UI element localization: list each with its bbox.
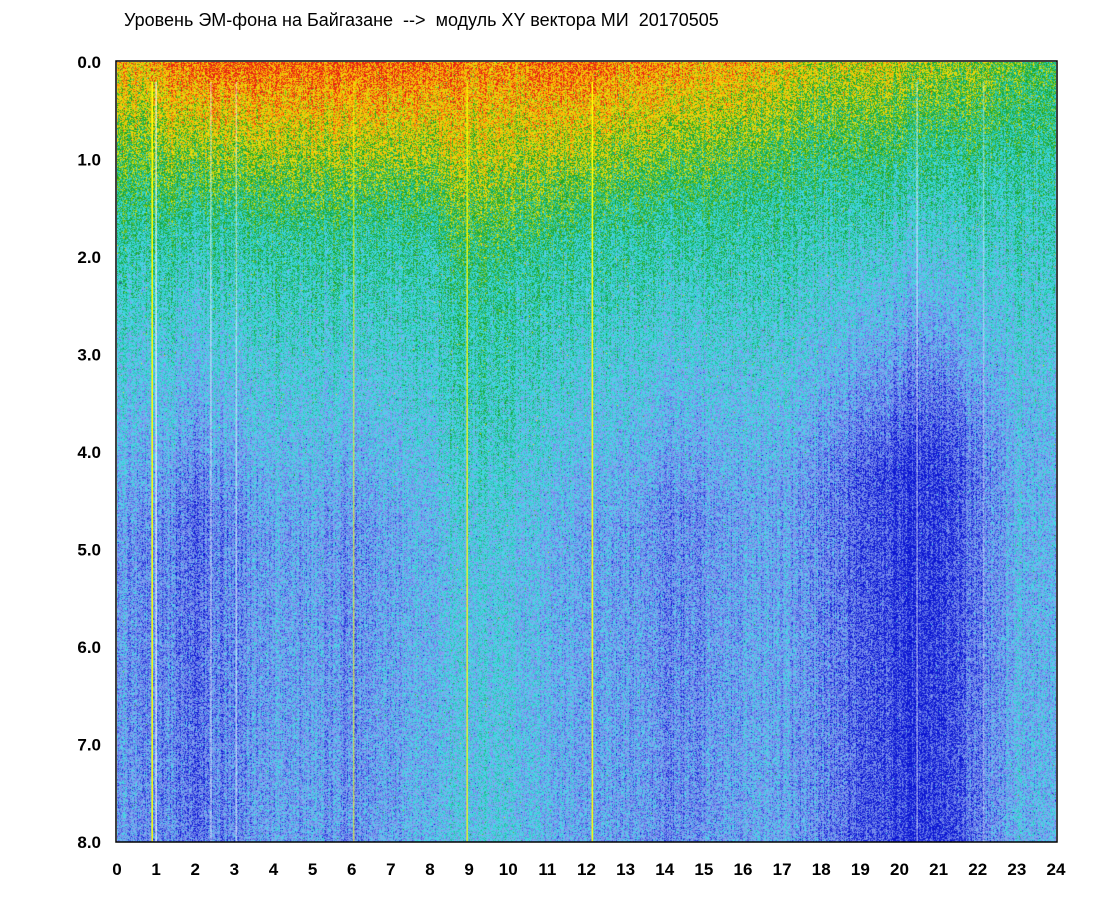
x-tick-label: 11 <box>538 860 556 879</box>
x-tick-label: 22 <box>968 860 987 879</box>
plot-frame <box>115 60 1058 843</box>
x-tick-label: 5 <box>308 860 317 879</box>
y-tick-label: 6.0 <box>77 638 101 657</box>
x-tick-label: 1 <box>151 860 160 879</box>
y-tick-label: 5.0 <box>77 541 101 560</box>
x-axis: 0 1 2 3 4 5 6 7 8 9 10 11 12 13 14 15 16 17 18 19 20 21 22 23 24 <box>112 860 1066 879</box>
chart-title: Уровень ЭМ-фона на Байгазане --> модуль … <box>124 10 719 30</box>
heatmap-raster <box>117 62 1056 842</box>
x-tick-label: 13 <box>616 860 635 879</box>
x-tick-label: 20 <box>890 860 909 879</box>
x-tick-label: 16 <box>734 860 753 879</box>
x-tick-label: 4 <box>269 860 279 879</box>
y-tick-label: 8.0 <box>77 833 101 852</box>
x-tick-label: 7 <box>386 860 395 879</box>
y-axis: 0.0 1.0 2.0 3.0 4.0 5.0 6.0 7.0 8.0 <box>77 53 101 852</box>
x-tick-label: 23 <box>1007 860 1026 879</box>
x-tick-label: 9 <box>464 860 473 879</box>
x-tick-label: 12 <box>577 860 596 879</box>
x-tick-label: 19 <box>851 860 870 879</box>
x-tick-label: 14 <box>655 860 674 879</box>
x-tick-label: 2 <box>191 860 200 879</box>
x-tick-label: 0 <box>112 860 121 879</box>
x-tick-label: 6 <box>347 860 356 879</box>
x-tick-label: 24 <box>1047 860 1066 879</box>
x-tick-label: 8 <box>425 860 434 879</box>
y-tick-label: 7.0 <box>77 736 101 755</box>
x-tick-label: 3 <box>230 860 239 879</box>
x-tick-label: 15 <box>694 860 713 879</box>
y-tick-label: 0.0 <box>77 53 101 72</box>
x-tick-label: 21 <box>929 860 948 879</box>
y-tick-label: 1.0 <box>77 151 101 170</box>
x-tick-label: 18 <box>812 860 831 879</box>
x-tick-label: 10 <box>499 860 518 879</box>
y-tick-label: 4.0 <box>77 443 101 462</box>
y-tick-label: 3.0 <box>77 346 101 365</box>
x-tick-label: 17 <box>773 860 792 879</box>
vertical-streaks <box>151 82 985 842</box>
y-tick-label: 2.0 <box>77 248 101 267</box>
